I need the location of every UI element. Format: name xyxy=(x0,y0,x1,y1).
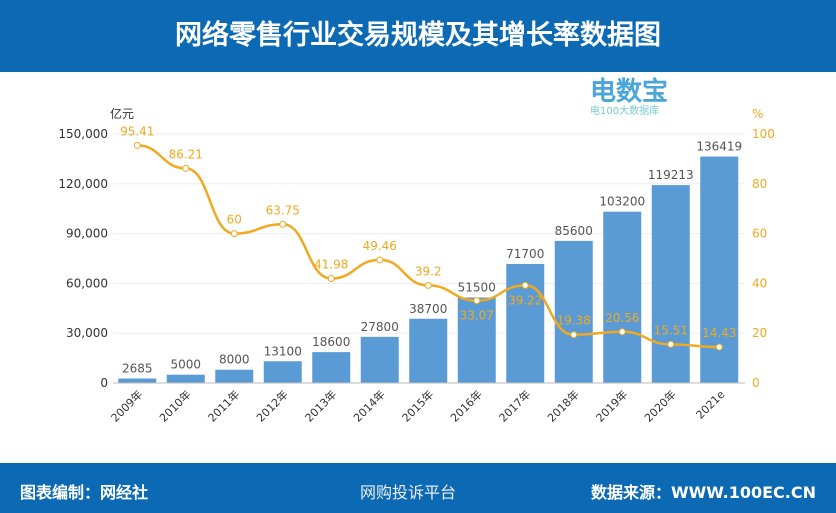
logo: 电数宝 电100大数据库 xyxy=(590,78,668,118)
line-label: 95.41 xyxy=(120,124,154,138)
line-point xyxy=(133,141,141,149)
line-point xyxy=(667,340,675,348)
line-label: 39.2 xyxy=(415,264,442,278)
line-label: 63.75 xyxy=(266,203,300,217)
watermark: 网购投诉平台 xyxy=(360,483,457,502)
bar-label: 119213 xyxy=(648,168,694,182)
bar xyxy=(554,240,593,383)
line-point xyxy=(424,281,432,289)
bar-label: 38700 xyxy=(409,302,447,316)
y-right-tick: 20 xyxy=(752,326,767,340)
bar xyxy=(360,336,399,383)
bar-label: 5000 xyxy=(170,358,201,372)
x-tick: 2020年 xyxy=(641,387,678,424)
line-point xyxy=(279,220,287,228)
bar xyxy=(457,297,496,383)
x-tick: 2018年 xyxy=(544,387,581,424)
line-point xyxy=(327,274,335,282)
y-right-tick: 80 xyxy=(752,177,767,191)
line-label: 39.22 xyxy=(508,293,542,307)
bar xyxy=(166,374,205,383)
line-label: 60 xyxy=(227,213,242,227)
x-tick: 2015年 xyxy=(399,387,436,424)
y-right-tick: 100 xyxy=(752,127,775,141)
footer-source: 数据来源：WWW.100EC.CN xyxy=(590,483,816,502)
bar xyxy=(215,369,254,383)
growth-line xyxy=(137,144,720,349)
line-label: 86.21 xyxy=(169,147,203,161)
bar-label: 85600 xyxy=(555,224,593,238)
x-tick: 2016年 xyxy=(447,387,484,424)
bar xyxy=(409,318,448,383)
line-point xyxy=(376,256,384,264)
line-point xyxy=(618,328,626,336)
x-tick: 2009年 xyxy=(108,387,145,424)
y-right-unit: % xyxy=(752,107,763,121)
bar-label: 8000 xyxy=(219,353,250,367)
bar-label: 13100 xyxy=(264,344,302,358)
bar xyxy=(506,263,545,383)
bar-label: 51500 xyxy=(458,281,496,295)
bar-label: 2685 xyxy=(122,362,153,376)
x-tick: 2010年 xyxy=(156,387,193,424)
line-point xyxy=(521,281,529,289)
line-label: 14.43 xyxy=(702,326,736,340)
line-point xyxy=(570,331,578,339)
footer-credit: 图表编制：网经社 xyxy=(20,483,149,502)
bar xyxy=(263,361,302,383)
bar-label: 18600 xyxy=(312,335,350,349)
bar-label: 27800 xyxy=(361,320,399,334)
line-point xyxy=(182,164,190,172)
bar xyxy=(118,378,157,383)
x-tick: 2017年 xyxy=(496,387,533,424)
bar-label: 71700 xyxy=(506,247,544,261)
y-right-tick: 60 xyxy=(752,227,767,241)
bar-label: 103200 xyxy=(599,195,645,209)
bar xyxy=(312,352,351,383)
line-label: 15.51 xyxy=(654,323,688,337)
footer: 图表编制：网经社 网购投诉平台 数据来源：WWW.100EC.CN xyxy=(0,463,836,513)
logo-name: 电数宝 xyxy=(590,77,669,107)
y-left-tick: 120,000 xyxy=(58,177,108,191)
bar-label: 136419 xyxy=(696,140,742,154)
x-tick: 2012年 xyxy=(253,387,290,424)
logo-sub: 电100大数据库 xyxy=(590,106,660,117)
x-tick: 2019年 xyxy=(593,387,630,424)
y-left-tick: 150,000 xyxy=(58,127,108,141)
bar xyxy=(603,211,642,383)
y-right-tick: 0 xyxy=(752,376,760,390)
x-tick: 2011年 xyxy=(205,387,242,424)
line-label: 20.56 xyxy=(605,311,639,325)
line-label: 33.07 xyxy=(460,309,494,323)
line-point xyxy=(230,230,238,238)
line-point xyxy=(715,343,723,351)
x-tick: 2021e xyxy=(694,388,728,422)
y-left-tick: 0 xyxy=(100,376,108,390)
y-left-tick: 60,000 xyxy=(66,276,108,290)
y-right-tick: 40 xyxy=(752,276,767,290)
chart-title: 网络零售行业交易规模及其增长率数据图 xyxy=(0,0,836,72)
line-point xyxy=(473,297,481,305)
x-tick: 2013年 xyxy=(302,387,339,424)
y-left-unit: 亿元 xyxy=(110,106,134,121)
line-label: 41.98 xyxy=(314,257,348,271)
line-label: 19.38 xyxy=(557,314,591,328)
line-label: 49.46 xyxy=(363,239,397,253)
bar xyxy=(651,185,690,383)
x-tick: 2014年 xyxy=(350,387,387,424)
y-left-tick: 30,000 xyxy=(66,326,108,340)
y-left-tick: 90,000 xyxy=(66,227,108,241)
